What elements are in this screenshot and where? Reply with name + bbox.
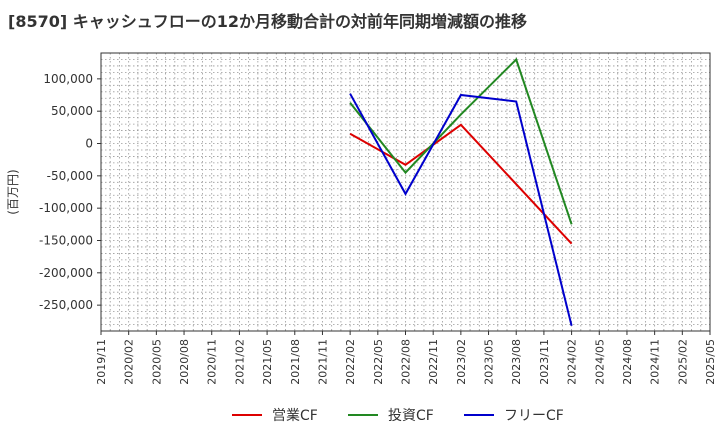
x-tick-label: 2020/05: [150, 339, 163, 385]
x-tick-label: 2024/11: [649, 339, 662, 385]
x-tick-label: 2019/11: [95, 339, 108, 385]
x-tick-label: 2020/08: [178, 339, 191, 385]
x-tick-label: 2024/05: [593, 339, 606, 385]
y-tick-label: 50,000: [51, 104, 93, 118]
axis-layer: 100,000 50,000 0 -50,000 -100,000 -150,000 -20…: [6, 52, 717, 385]
y-tick-label: -250,000: [39, 298, 93, 312]
series-line: [349, 57, 573, 225]
x-tick-label: 2023/05: [483, 339, 496, 385]
x-tick-label: 2021/11: [316, 339, 329, 385]
x-tick-label: 2025/05: [704, 339, 717, 385]
legend-label: フリーCF: [504, 408, 564, 424]
x-tick-label: 2022/02: [344, 339, 357, 385]
y-tick-label: -100,000: [39, 201, 93, 215]
x-tick-label: 2023/08: [510, 339, 523, 385]
y-tick-label: 100,000: [43, 72, 93, 86]
legend-label: 営業CF: [272, 408, 318, 424]
y-axis-label: (百万円): [6, 169, 20, 214]
x-tick-label: 2022/05: [372, 339, 385, 385]
legend-label: 投資CF: [388, 408, 434, 424]
x-tick-label: 2020/02: [123, 339, 136, 385]
x-tick-label: 2021/08: [289, 339, 302, 385]
x-tick-label: 2024/02: [566, 339, 579, 385]
chart-title: [8570] キャッシュフローの12か月移動合計の対前年同期増減額の推移: [8, 12, 527, 31]
series-layer: [349, 57, 573, 327]
x-tick-label: 2023/02: [455, 339, 468, 385]
y-tick-label: -50,000: [47, 169, 93, 183]
x-tick-label: 2020/11: [206, 339, 219, 385]
x-tick-label: 2023/11: [538, 339, 551, 385]
series-line: [349, 93, 573, 327]
x-tick-label: 2022/11: [427, 339, 440, 385]
x-tick-label: 2024/08: [621, 339, 634, 385]
x-tick-label: 2022/08: [400, 339, 413, 385]
x-tick-label: 2021/05: [261, 339, 274, 385]
y-tick-label: -150,000: [39, 233, 93, 247]
x-tick-label: 2025/02: [676, 339, 689, 385]
y-tick-label: 0: [85, 137, 93, 151]
y-tick-label: -200,000: [39, 266, 93, 280]
legend-layer: 営業CF 投資CF フリーCF: [232, 408, 564, 424]
x-tick-label: 2021/02: [233, 339, 246, 385]
